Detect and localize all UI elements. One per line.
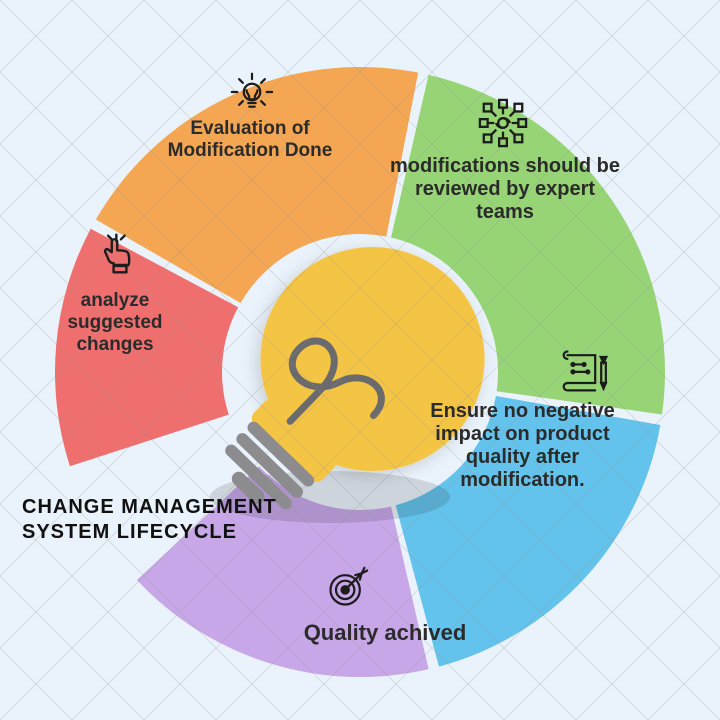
donut-chart <box>0 0 720 720</box>
page-title-text: CHANGE MANAGEMENT SYSTEM LIFECYCLE <box>22 496 277 543</box>
infographic-stage: CHANGE MANAGEMENT SYSTEM LIFECYCLE Evalu… <box>0 0 720 720</box>
page-title: CHANGE MANAGEMENT SYSTEM LIFECYCLE <box>22 495 282 545</box>
